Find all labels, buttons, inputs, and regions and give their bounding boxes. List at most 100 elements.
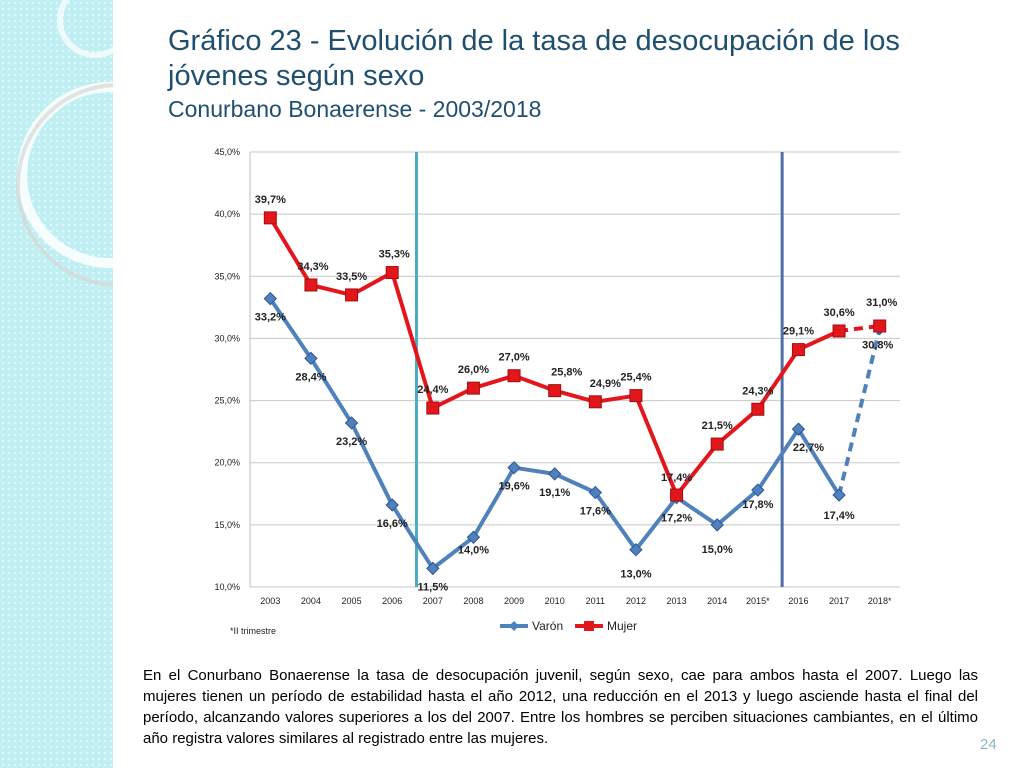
x-tick-label: 2010	[545, 596, 565, 606]
legend-marker-varon	[509, 621, 519, 631]
x-tick-label: 2016	[788, 596, 808, 606]
data-label-mujer: 25,4%	[620, 372, 651, 384]
x-tick-label: 2012	[626, 596, 646, 606]
data-label-mujer: 34,3%	[297, 261, 328, 273]
title-subtitle: Conurbano Bonaerense - 2003/2018	[168, 96, 542, 122]
x-tick-label: 2014	[707, 596, 727, 606]
data-label-varon: 17,8%	[742, 499, 773, 511]
data-point-varon	[344, 416, 359, 430]
gridlines	[249, 151, 900, 588]
page-number: 24	[980, 736, 997, 753]
data-label-mujer: 39,7%	[255, 194, 286, 206]
data-point-mujer	[751, 402, 765, 416]
vertical-markers	[415, 152, 784, 587]
data-point-mujer	[548, 384, 562, 398]
data-point-mujer	[832, 324, 846, 338]
caption-text: En el Conurbano Bonaerense la tasa de de…	[143, 667, 978, 747]
data-point-mujer	[304, 278, 318, 292]
data-label-mujer: 27,0%	[498, 352, 529, 364]
line-chart: 10,0% 15,0% 20,0% 25,0% 30,0% 35,0% 40,0% 45,0%…	[214, 147, 900, 636]
data-label-varon: 17,4%	[823, 510, 854, 522]
legend-marker-mujer	[584, 621, 594, 631]
legend-label-mujer: Mujer	[607, 619, 637, 633]
data-label-varon: 17,6%	[580, 506, 611, 518]
data-label-varon: 16,6%	[377, 518, 408, 530]
data-points	[263, 211, 887, 576]
x-tick-label: 2015*	[746, 596, 770, 606]
data-label-mujer: 35,3%	[379, 249, 410, 261]
x-tick-label: 2007	[423, 596, 443, 606]
data-label-varon: 14,0%	[458, 544, 489, 556]
title-line-2: jóvenes según sexo	[168, 60, 425, 92]
data-point-mujer	[507, 369, 521, 383]
data-point-mujer	[710, 437, 724, 451]
x-tick-label: 2011	[586, 596, 605, 606]
chart-legend: Varón Mujer	[500, 619, 637, 633]
y-tick-label: 40,0%	[214, 209, 240, 219]
x-tick-label: 2006	[382, 596, 402, 606]
y-axis-ticks: 10,0% 15,0% 20,0% 25,0% 30,0% 35,0% 40,0% 45,0%	[214, 147, 240, 592]
data-label-varon: 13,0%	[620, 569, 651, 581]
data-label-varon: 19,6%	[498, 481, 529, 493]
decorative-circles	[16, 0, 113, 287]
data-label-mujer: 31,0%	[866, 297, 897, 309]
data-point-varon	[263, 291, 278, 306]
data-point-varon	[466, 530, 481, 544]
data-point-varon	[588, 485, 603, 500]
y-tick-label: 35,0%	[214, 271, 240, 281]
data-label-varon: 11,5%	[418, 581, 449, 593]
data-point-varon	[832, 488, 846, 502]
data-point-varon	[385, 498, 399, 512]
data-point-varon	[629, 543, 643, 557]
series-line-mujer	[268, 216, 840, 497]
data-point-mujer	[873, 319, 887, 333]
slide-title: Gráfico 23 - Evolución de la tasa de des…	[168, 24, 998, 124]
series-line-varon	[268, 297, 841, 571]
data-point-varon	[710, 518, 724, 532]
chart-footnote: *II trimestre	[230, 626, 276, 636]
data-point-varon	[426, 561, 440, 576]
x-axis-ticks: 2003 2004 2005 2006 2007 2008 2009 2010 2011 2012…	[260, 596, 892, 606]
x-tick-label: 2003	[260, 596, 280, 606]
data-point-varon	[507, 460, 521, 475]
data-label-mujer: 25,8%	[551, 367, 582, 379]
data-point-mujer	[345, 288, 359, 302]
x-tick-label: 2018*	[868, 596, 892, 606]
data-label-mujer: 30,6%	[823, 307, 854, 319]
y-tick-label: 15,0%	[214, 520, 240, 530]
x-tick-label: 2009	[504, 596, 524, 606]
data-point-mujer	[263, 211, 277, 225]
data-label-mujer: 17,4%	[661, 472, 692, 484]
y-tick-label: 10,0%	[214, 582, 240, 592]
data-label-varon: 17,2%	[661, 513, 692, 525]
data-label-varon: 30,8%	[862, 339, 893, 351]
data-point-mujer	[385, 266, 399, 280]
x-tick-label: 2013	[667, 596, 687, 606]
data-point-varon	[547, 467, 562, 481]
y-tick-label: 45,0%	[214, 147, 240, 157]
data-label-varon: 22,7%	[793, 442, 824, 454]
data-label-mujer: 26,0%	[458, 364, 489, 376]
data-point-mujer	[426, 401, 440, 415]
data-label-mujer: 24,4%	[417, 384, 448, 396]
data-point-varon	[751, 483, 765, 497]
data-label-varon: 33,2%	[255, 312, 286, 324]
data-label-mujer: 21,5%	[702, 420, 733, 432]
data-point-mujer	[670, 488, 684, 502]
y-tick-label: 20,0%	[214, 458, 240, 468]
data-point-mujer	[629, 389, 643, 403]
data-label-mujer: 29,1%	[783, 326, 814, 338]
data-point-mujer	[791, 343, 805, 357]
title-line-1: Gráfico 23 - Evolución de la tasa de des…	[168, 25, 900, 57]
data-label-mujer: 24,3%	[742, 385, 773, 397]
data-point-varon	[791, 422, 806, 436]
data-label-mujer: 33,5%	[336, 271, 367, 283]
decorative-sidebar	[0, 0, 113, 768]
data-label-mujer: 24,9%	[590, 378, 621, 390]
x-tick-label: 2005	[342, 596, 362, 606]
data-point-mujer	[466, 381, 480, 395]
data-labels: 33,2% 28,4% 23,2% 16,6% 11,5% 14,0% 19,6% 19,1%…	[255, 194, 898, 593]
x-tick-label: 2008	[463, 596, 483, 606]
data-point-varon	[304, 351, 318, 366]
data-label-varon: 19,1%	[539, 487, 570, 499]
